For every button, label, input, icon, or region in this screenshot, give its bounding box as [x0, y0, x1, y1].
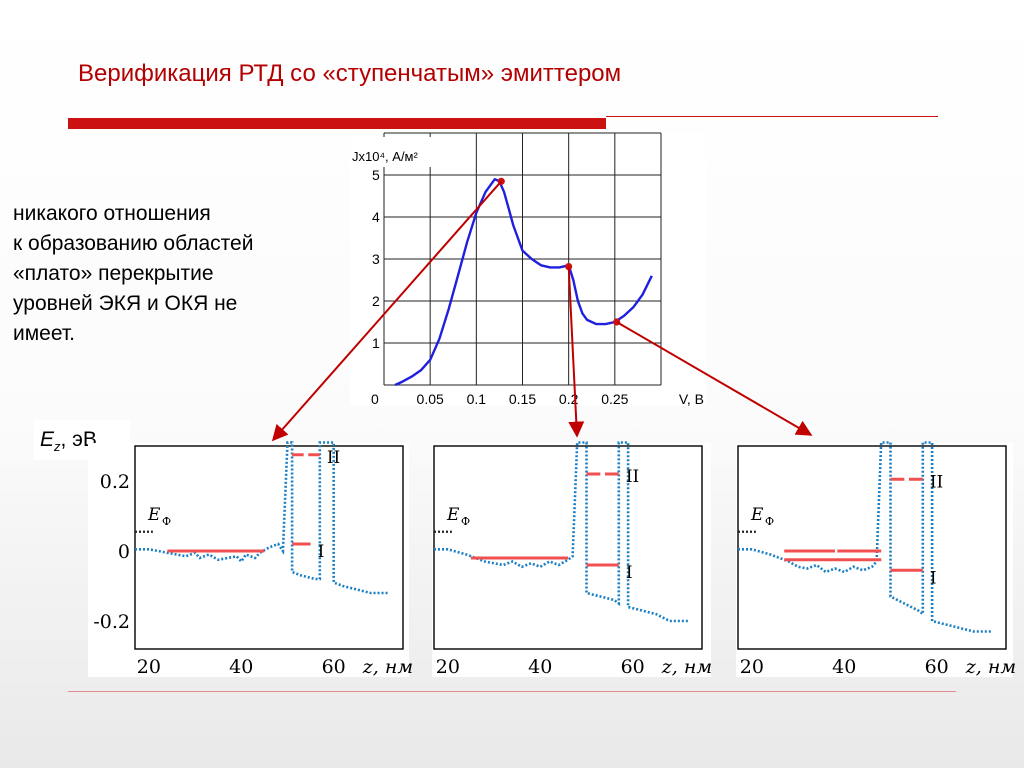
energy-y-tick-label: 0 — [118, 541, 130, 563]
iv-y-tick-label: 1 — [372, 335, 380, 351]
slide-title: Верификация РТД со «ступенчатым» эмиттер… — [78, 60, 622, 87]
energy-x-axis-label: z, нм — [965, 656, 1016, 678]
energy-panel-frame — [134, 445, 404, 650]
energy-x-tick-label: 20 — [137, 656, 161, 678]
arrow-connector — [616, 321, 813, 436]
body-line: никакого отношения — [13, 202, 211, 225]
iv-x-tick-label: 0.05 — [417, 391, 444, 407]
iv-x-tick-label: 0.1 — [467, 391, 487, 407]
iv-y-axis-label: Jx10⁴, А/м² — [352, 149, 418, 164]
fermi-level-label: E — [147, 505, 161, 525]
iv-x-axis-label: V, В — [679, 391, 704, 407]
energy-x-tick-label: 20 — [436, 656, 460, 678]
iv-x-tick-label: 0.25 — [601, 391, 628, 407]
fermi-level-label: E — [446, 505, 460, 525]
arrow-connector — [271, 180, 503, 442]
level-label-ii: II — [930, 472, 943, 492]
energy-y-tick-label: 0.2 — [100, 471, 130, 493]
energy-x-tick-label: 40 — [528, 656, 552, 678]
band-profile — [135, 441, 390, 595]
fermi-level-subscript: Ф — [765, 515, 774, 528]
energy-symbol: E — [40, 428, 55, 451]
level-label-ii: II — [327, 448, 340, 468]
energy-panel-background — [432, 443, 711, 677]
energy-x-tick-label: 40 — [832, 656, 856, 678]
arrow-connector — [567, 266, 585, 438]
iv-y-tick-label: 4 — [372, 209, 380, 225]
body-text: никакого отношения к образованию областе… — [13, 199, 353, 349]
body-line: имеет. — [13, 322, 75, 345]
energy-y-tick-label: -0.2 — [93, 611, 130, 633]
energy-panel-frame — [433, 445, 703, 650]
iv-x-tick-label: 0.2 — [559, 391, 579, 407]
energy-x-tick-label: 60 — [621, 656, 645, 678]
iv-y-tick-label: 5 — [372, 167, 380, 183]
level-label-i: I — [318, 542, 325, 562]
energy-panel-background — [88, 443, 409, 677]
iv-x-tick-label: 0.15 — [509, 391, 536, 407]
level-label-i: I — [930, 568, 937, 588]
title-underline-bar — [68, 118, 606, 129]
fermi-level-subscript: Ф — [461, 515, 470, 528]
body-line: «плато» перекрытие — [13, 262, 214, 285]
iv-x-tick-label: 0 — [371, 391, 379, 407]
fermi-level-subscript: Ф — [162, 515, 171, 528]
footer-rule — [68, 691, 956, 692]
energy-x-axis-label: z, нм — [661, 656, 712, 678]
energy-x-tick-label: 60 — [322, 656, 346, 678]
title-underline-rule — [606, 116, 938, 117]
iv-label-mask — [350, 137, 450, 167]
body-line: уровней ЭКЯ и ОКЯ не — [13, 292, 238, 315]
iv-y-tick-label: 2 — [372, 293, 380, 309]
iv-curve — [394, 178, 653, 387]
level-label-ii: II — [626, 467, 639, 487]
energy-unit: , эВ — [60, 428, 97, 451]
energy-x-axis-label: z, нм — [362, 656, 413, 678]
energy-x-tick-label: 20 — [740, 656, 764, 678]
body-line: к образованию областей — [13, 232, 254, 255]
iv-chart-background — [350, 133, 706, 406]
energy-panel-frame — [737, 445, 1007, 650]
energy-subscript: z — [54, 439, 61, 455]
band-profile — [738, 441, 993, 633]
band-profile — [434, 441, 689, 623]
level-label-i: I — [626, 563, 633, 583]
iv-y-tick-label: 3 — [372, 251, 380, 267]
energy-x-tick-label: 40 — [229, 656, 253, 678]
energy-x-tick-label: 60 — [925, 656, 949, 678]
fermi-level-label: E — [750, 505, 764, 525]
